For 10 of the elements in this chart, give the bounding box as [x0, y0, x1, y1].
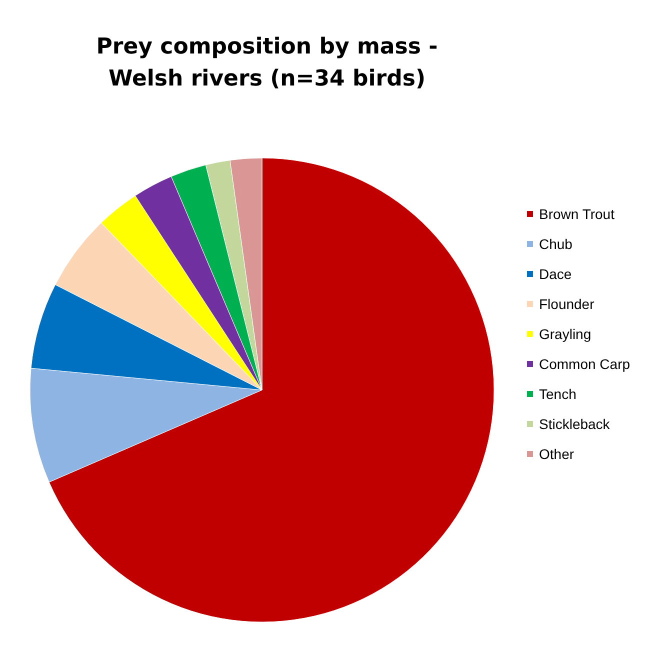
legend-label: Dace: [539, 266, 572, 282]
legend-label: Common Carp: [539, 356, 630, 372]
legend-label: Stickleback: [539, 416, 611, 432]
legend-label: Chub: [539, 236, 573, 252]
legend-label: Brown Trout: [539, 206, 615, 222]
legend-label: Other: [539, 446, 574, 462]
legend-label: Grayling: [539, 326, 592, 342]
legend-label: Tench: [539, 386, 576, 402]
chart-title: Prey composition by mass - Welsh rivers (n=34 birds): [96, 34, 438, 92]
legend-label: Flounder: [539, 296, 595, 312]
